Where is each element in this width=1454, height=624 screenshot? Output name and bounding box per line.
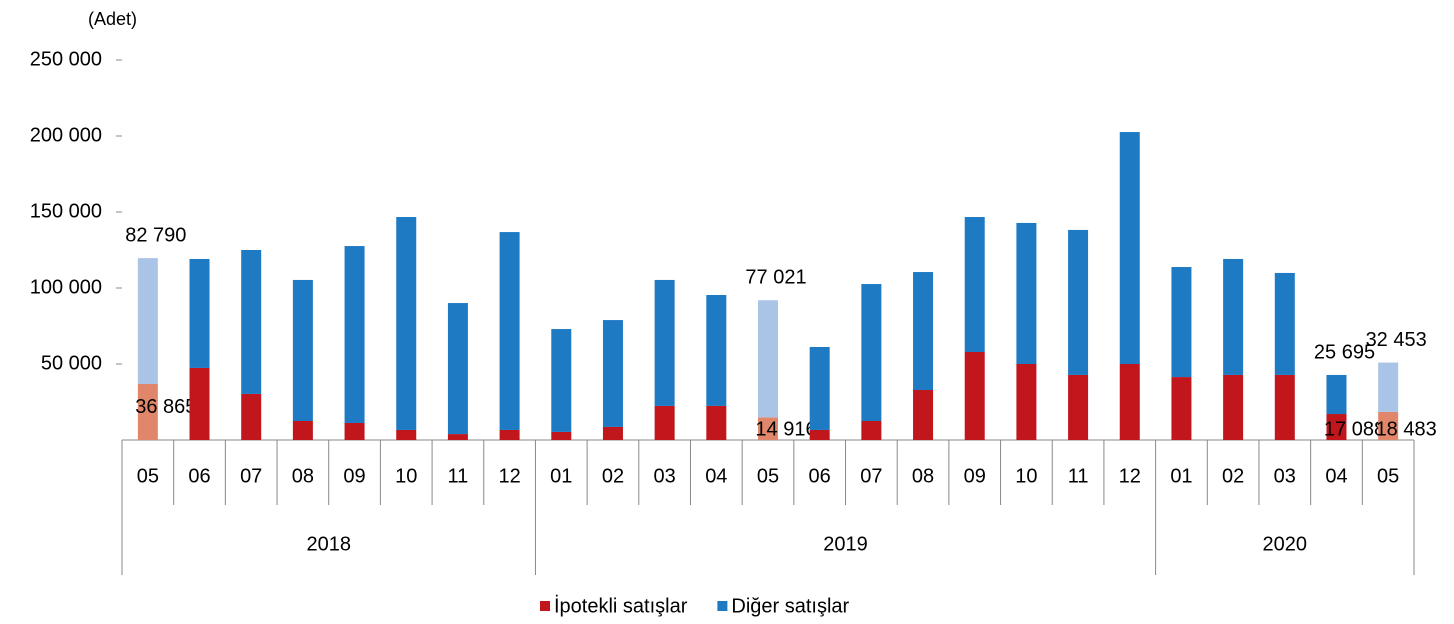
bar-segment [1068, 374, 1089, 440]
bar-segment [1223, 374, 1244, 440]
legend-label: Diğer satışlar [731, 595, 849, 617]
bar-segment [551, 329, 572, 432]
x-tick-label: 04 [1325, 465, 1347, 487]
x-tick-label: 09 [964, 465, 986, 487]
data-label: 32 453 [1366, 329, 1427, 351]
legend-swatch [540, 601, 550, 611]
bar-segment [1223, 258, 1244, 375]
y-tick-label: 150 000 [30, 200, 102, 222]
bar-segment [1274, 374, 1295, 440]
legend-label: İpotekli satışlar [554, 594, 688, 617]
x-tick-label: 05 [757, 465, 779, 487]
x-tick-label: 06 [809, 465, 831, 487]
bar-segment [1119, 364, 1140, 440]
bar-segment [913, 272, 934, 390]
bar-segment [1068, 229, 1089, 375]
y-axis-label: (Adet) [88, 9, 137, 29]
bar-segment [602, 426, 623, 440]
bar-segment [396, 217, 417, 430]
bar-segment [809, 429, 830, 440]
bar-segment [1171, 267, 1192, 378]
bar-segment [344, 422, 365, 440]
bar-segment [861, 284, 882, 421]
x-tick-label: 12 [1119, 465, 1141, 487]
bar-segment [1378, 362, 1399, 412]
bar-segment [1016, 364, 1037, 440]
bar-segment [809, 346, 830, 430]
y-tick-label: 250 000 [30, 48, 102, 70]
bar-segment [241, 250, 262, 394]
bar-segment [189, 367, 210, 440]
bar-segment [447, 434, 468, 440]
bar-segment [137, 258, 158, 384]
y-tick-label: 200 000 [30, 124, 102, 146]
bar-segment [964, 351, 985, 440]
x-tick-label: 01 [550, 465, 572, 487]
x-tick-label: 11 [1068, 465, 1089, 487]
bar-segment [602, 320, 623, 427]
legend-swatch [717, 601, 728, 611]
bar-segment [758, 300, 778, 418]
bar-segment [1171, 377, 1192, 440]
x-tick-label: 10 [1015, 465, 1037, 487]
group-label: 2020 [1263, 533, 1308, 555]
bar-segment [1274, 272, 1295, 375]
data-label: 82 790 [125, 224, 186, 246]
x-tick-label: 06 [188, 465, 210, 487]
bar-segment [1119, 132, 1140, 364]
x-tick-label: 09 [343, 465, 365, 487]
bar-segment [913, 389, 934, 440]
x-tick-label: 12 [498, 465, 520, 487]
x-tick-label: 08 [292, 465, 314, 487]
group-label: 2018 [306, 533, 351, 555]
bar-segment [137, 383, 158, 440]
x-tick-label: 08 [912, 465, 934, 487]
bar-segment [706, 294, 727, 406]
x-tick-label: 07 [240, 465, 262, 487]
bar-segment [654, 405, 675, 440]
x-tick-label: 03 [1274, 465, 1296, 487]
data-label: 14 916 [755, 418, 816, 440]
x-tick-label: 05 [1377, 465, 1399, 487]
y-tick-label: 50 000 [41, 352, 102, 374]
bar-segment [551, 431, 572, 440]
bar-segment [499, 232, 520, 430]
bar-segment [344, 246, 365, 423]
bar-segment [292, 279, 313, 421]
x-tick-label: 02 [602, 465, 624, 487]
bar-segment [189, 258, 210, 368]
bar-segment [1326, 374, 1347, 415]
bar-segment [499, 429, 520, 440]
data-label: 18 483 [1376, 418, 1437, 440]
x-tick-label: 02 [1222, 465, 1244, 487]
bar-segment [861, 421, 882, 440]
bar-segment [654, 279, 675, 406]
x-tick-label: 11 [448, 465, 469, 487]
data-label: 17 088 [1324, 418, 1385, 440]
bar-segment [1016, 222, 1037, 364]
bar-segment [964, 217, 985, 352]
x-tick-label: 01 [1170, 465, 1192, 487]
x-tick-label: 07 [860, 465, 882, 487]
bar-segment [292, 421, 313, 440]
bar-segment [706, 405, 727, 440]
data-label: 36 865 [135, 396, 196, 418]
group-label: 2019 [823, 533, 868, 555]
bar-segment [1326, 414, 1347, 440]
bar-segment [1378, 411, 1399, 440]
data-label: 77 021 [745, 267, 806, 289]
x-tick-label: 10 [395, 465, 417, 487]
x-tick-label: 04 [705, 465, 727, 487]
data-label: 25 695 [1314, 341, 1375, 363]
x-tick-label: 05 [137, 465, 159, 487]
bar-segment [447, 303, 468, 435]
x-tick-label: 03 [654, 465, 676, 487]
bar-segment [241, 393, 262, 440]
y-tick-label: 100 000 [30, 276, 102, 298]
bar-segment [758, 417, 778, 440]
bar-segment [396, 429, 417, 440]
